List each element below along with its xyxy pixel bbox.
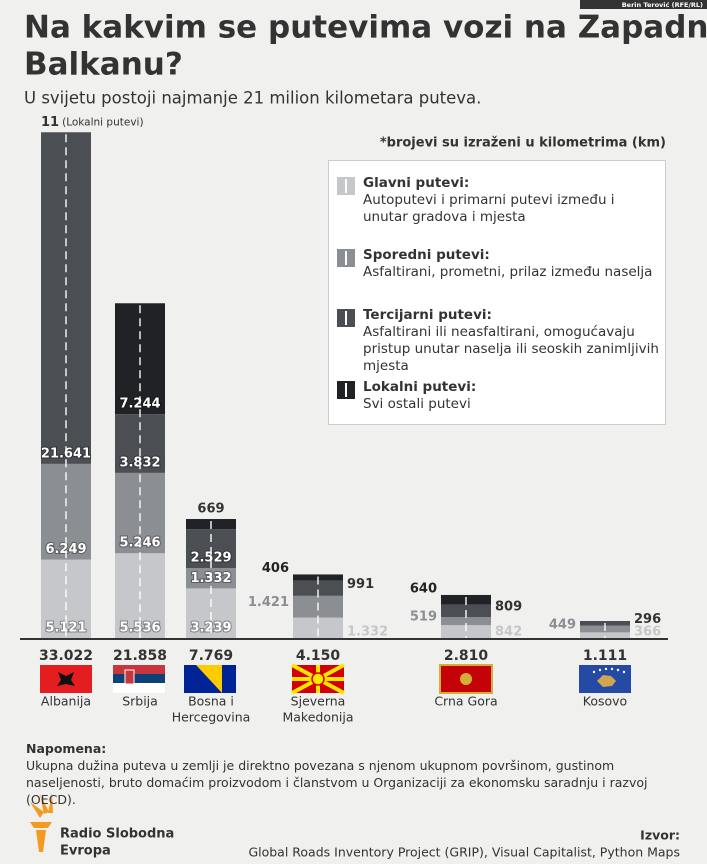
category-label: Bosna i — [188, 694, 234, 709]
bar-segment — [580, 632, 630, 638]
title-line: Na kakvim se putevima vozi na Zapadnom — [24, 10, 707, 46]
value-label: 669 — [197, 502, 224, 517]
legend-swatch — [337, 249, 355, 267]
legend-name: Glavni putevi: — [363, 175, 470, 191]
category-label: Kosovo — [583, 694, 627, 709]
credit: Berin Terović (RFE/RL) — [622, 1, 703, 9]
flag-montenegro — [439, 664, 493, 694]
legend-desc: Autoputevi i primarni putevi između i un… — [363, 192, 615, 225]
note-text: Ukupna dužina puteva u zemlji je direktn… — [26, 758, 648, 807]
legend-desc: Asfaltirani ili neasfaltirani, omogućava… — [363, 324, 659, 374]
value-label: 842 — [495, 625, 522, 640]
total-label: 7.769 — [189, 648, 233, 664]
legend-desc: Svi ostali putevi — [363, 396, 471, 412]
value-label: 5.121 — [45, 621, 86, 636]
logo-text: Radio Slobodna — [60, 827, 174, 842]
category-label: Sjeverna — [291, 694, 346, 709]
legend-name: Sporedni putevi: — [363, 247, 490, 263]
total-label: 21.858 — [113, 648, 167, 664]
annotation: (Lokalni putevi) — [62, 116, 143, 128]
logo-mark — [30, 793, 53, 852]
category-label: Makedonija — [282, 710, 353, 725]
value-label: 1.421 — [248, 595, 289, 610]
total-label: 1.111 — [583, 648, 627, 664]
unit-note: *brojevi su izraženi u kilometrima (km) — [380, 136, 666, 151]
category-label: Crna Gora — [434, 694, 497, 709]
value-label: 6.249 — [45, 542, 86, 557]
legend-desc: Asfaltirani, prometni, prilaz između nas… — [363, 264, 653, 280]
flag-bih — [184, 665, 236, 693]
flag-north-macedonia — [291, 663, 345, 695]
flag-serbia — [113, 665, 165, 693]
flag-albania — [40, 665, 92, 693]
value-label: 366 — [634, 625, 661, 640]
source: Global Roads Inventory Project (GRIP), V… — [248, 845, 680, 860]
legend-item: Glavni putevi: Autoputevi i primarni pute… — [363, 175, 663, 226]
value-label: 296 — [634, 612, 661, 627]
note: Napomena: Ukupna dužina puteva u zemlji j… — [26, 740, 686, 808]
value-label: 991 — [347, 577, 374, 592]
legend-item: Tercijarni putevi: Asfaltirani ili neasfa… — [363, 307, 663, 375]
source-title: Izvor: — [640, 828, 680, 843]
legend-name: Tercijarni putevi: — [363, 307, 492, 323]
subtitle: U svijetu postoji najmanje 21 milion kil… — [24, 89, 481, 108]
bar-segment — [293, 580, 343, 596]
value-label: 11 — [41, 115, 59, 130]
legend-swatch — [337, 381, 355, 399]
credit-bg — [580, 0, 707, 9]
value-label: 406 — [262, 561, 289, 576]
legend-swatch — [337, 309, 355, 327]
total-label: 4.150 — [296, 648, 341, 664]
bar-segment — [441, 617, 491, 626]
title-line: Balkanu? — [24, 47, 183, 83]
bar-segment — [41, 559, 91, 638]
value-label: 809 — [495, 599, 522, 614]
category-label: Albanija — [41, 694, 91, 709]
legend-item: Sporedni putevi: Asfaltirani, prometni, p… — [363, 247, 663, 281]
category-label: Hercegovina — [172, 710, 251, 725]
legend-item: Lokalni putevi: Svi ostali putevi — [363, 379, 663, 413]
category-label: Srbija — [122, 694, 158, 709]
legend-swatch — [337, 177, 355, 195]
value-label: 640 — [410, 581, 437, 596]
logo-text: Evropa — [60, 844, 111, 859]
legend: Glavni putevi: Autoputevi i primarni pute… — [328, 160, 666, 425]
flag-kosovo — [579, 665, 631, 693]
bar-segment — [441, 625, 491, 638]
legend-name: Lokalni putevi: — [363, 379, 477, 395]
total-label: 33.022 — [39, 648, 93, 664]
value-label: 519 — [410, 610, 437, 625]
value-label: 449 — [549, 617, 576, 632]
total-label: 2.810 — [444, 648, 489, 664]
bar-segment — [293, 617, 343, 638]
note-title: Napomena: — [26, 741, 107, 756]
value-label: 2.529 — [190, 550, 231, 565]
value-label: 1.332 — [347, 625, 388, 640]
value-label: 5.536 — [119, 621, 160, 636]
